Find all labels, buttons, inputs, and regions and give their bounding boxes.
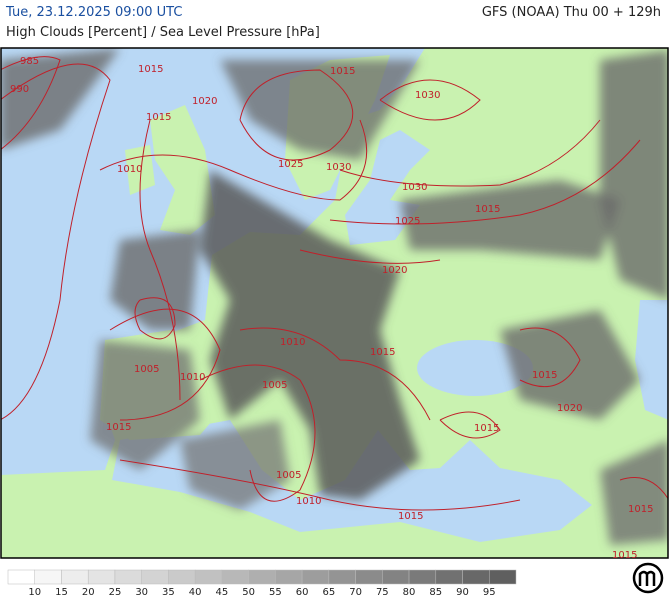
legend-swatch [382,569,410,585]
isobar-label: 1010 [280,337,305,348]
isobar-label: 990 [10,84,29,95]
legend-label: 40 [189,587,202,598]
legend-swatch [462,569,490,585]
isobar-label: 1030 [415,90,440,101]
legend-swatch [435,569,463,585]
map-frame [0,47,669,559]
legend-swatch [34,569,62,585]
isobar-label: 1015 [146,112,171,123]
legend-label: 75 [376,587,389,598]
legend-label: 70 [349,587,362,598]
legend-swatch [489,569,517,585]
legend-label: 30 [135,587,148,598]
isobar-label: 1025 [278,159,303,170]
legend-label: 50 [242,587,255,598]
legend-swatch [114,569,142,585]
legend-swatch [61,569,89,585]
legend-label: 95 [483,587,496,598]
isobar-label: 1005 [276,470,301,481]
legend-swatch [168,569,196,585]
legend-swatch [408,569,437,585]
legend-label: 35 [162,587,175,598]
isobar-label: 1015 [474,423,499,434]
isobar-label: 1015 [612,550,637,561]
legend: 10 15 20 25 30 35 40 45 50 55 60 65 70 75 80 85 90 95 [7,569,517,598]
legend-swatch [328,569,356,585]
legend-label: 80 [403,587,416,598]
legend-label: 60 [296,587,309,598]
legend-label: 25 [109,587,122,598]
header-left: Tue, 23.12.2025 09:00 UTC [6,5,183,20]
isobar-label: 1010 [117,164,142,175]
legend-label: 55 [269,587,282,598]
isobar-label: 1020 [382,265,407,276]
legend-swatch [141,569,169,585]
isobar-label: 985 [20,56,39,67]
legend-label: 10 [28,587,41,598]
isobar-label: 1015 [398,511,423,522]
caspian [635,300,668,420]
isobar-label: 1015 [370,347,395,358]
isobar-label: 1005 [262,380,287,391]
legend-swatch [221,569,249,585]
isobar-label: 1015 [138,64,163,75]
isobar-label: 1020 [557,403,582,414]
logo [632,562,664,594]
legend-swatch [7,569,35,585]
legend-swatch [301,569,330,585]
isobar-label: 1025 [395,216,420,227]
isobar-label: 1010 [296,496,321,507]
legend-label: 15 [55,587,68,598]
legend-swatch [275,569,303,585]
isobar-label: 1015 [475,204,500,215]
subtitle: High Clouds [Percent] / Sea Level Pressu… [6,25,320,40]
ireland [125,145,155,195]
isobar-label-group: 985 990 1015 1015 1020 1015 1030 1010 1025 1030 10… [10,56,653,561]
isobar-label: 1015 [628,504,653,515]
isobar-label: 1015 [330,66,355,77]
isobar-label: 1010 [180,372,205,383]
legend-swatch [248,569,276,585]
legend-label: 20 [82,587,95,598]
isobar-label: 1015 [532,370,557,381]
legend-label: 90 [456,587,469,598]
isobar-label: 1015 [106,422,131,433]
isobar-label: 1030 [326,162,351,173]
legend-swatch [87,569,116,585]
black-sea [417,340,533,396]
legend-swatch [355,569,383,585]
britain [150,105,215,235]
legend-label: 85 [429,587,442,598]
isobars [1,56,668,511]
isobar-label: 1005 [134,364,159,375]
legend-swatch [194,569,223,585]
legend-label: 45 [216,587,229,598]
map-area [1,48,668,558]
isobar-label: 1020 [192,96,217,107]
header-right: GFS (NOAA) Thu 00 + 129h [481,5,661,20]
isobar-label: 1030 [402,182,427,193]
legend-label: 65 [322,587,335,598]
